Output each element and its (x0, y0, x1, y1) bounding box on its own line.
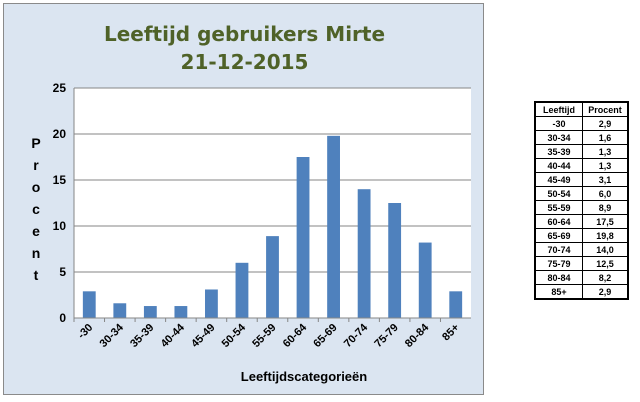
x-tick-label: 65-69 (311, 322, 339, 350)
x-tick-label: 35-39 (128, 322, 156, 350)
table-cell-procent: 17,5 (582, 214, 629, 229)
table-row: 40-44 1,3 (534, 158, 629, 173)
table-cell-procent: 3,1 (582, 172, 629, 187)
table-row: 30-34 1,6 (534, 130, 629, 145)
table-row: 65-69 19,8 (534, 228, 629, 243)
x-tick-label: 45-49 (189, 322, 217, 350)
bar-65-69 (327, 135, 340, 318)
table-cell-procent: 1,3 (582, 144, 629, 159)
y-tick-label: 5 (59, 265, 66, 279)
x-axis-label: Leeftijdscategorieën (240, 369, 368, 384)
table-cell-leeftijd: 70-74 (534, 242, 583, 257)
table-row: 80-84 8,2 (534, 270, 629, 285)
table-cell-procent: 19,8 (582, 228, 629, 243)
chart-subtitle: 21-12-2015 (180, 50, 309, 74)
bar-75-79 (388, 203, 402, 318)
bar-55-59 (266, 236, 279, 318)
table-header-procent: Procent (582, 101, 629, 117)
x-tick-label: 55-59 (250, 322, 278, 350)
bar-30-34 (113, 303, 127, 318)
bar-85+ (449, 291, 463, 318)
bar-50-54 (235, 262, 249, 318)
table-cell-procent: 12,5 (582, 256, 629, 271)
chart-panel: 0 5 10 15 20 25 -30 30-34 35-39 40-44 45-49 50-54 55… (3, 3, 484, 395)
table-cell-procent: 1,6 (582, 130, 629, 145)
bar-35-39 (143, 306, 157, 318)
bar-70-74 (357, 189, 371, 318)
table-cell-procent: 14,0 (582, 242, 629, 257)
y-tick-label: 25 (53, 81, 67, 95)
x-tick-label: 80-84 (403, 321, 432, 350)
bar-80-84 (418, 242, 432, 318)
table-row: 45-49 3,1 (534, 172, 629, 187)
y-tick-label: 10 (53, 219, 67, 233)
x-tick-label: 60-64 (281, 321, 310, 350)
table-cell-leeftijd: -30 (534, 116, 583, 131)
chart-title: Leeftijd gebruikers Mirte (103, 22, 386, 46)
table-row: 70-74 14,0 (534, 242, 629, 257)
table-row: 50-54 6,0 (534, 186, 629, 201)
table-cell-leeftijd: 85+ (534, 284, 583, 300)
x-tick-label: -30 (76, 322, 96, 342)
y-tick-label: 15 (53, 173, 67, 187)
table-cell-leeftijd: 60-64 (534, 214, 583, 229)
table-cell-leeftijd: 35-39 (534, 144, 583, 159)
x-tick-label: 30-34 (98, 321, 127, 350)
data-table: Leeftijd Procent -30 2,9 30-34 1,6 35-39 1,3 4… (534, 101, 629, 300)
table-row: 75-79 12,5 (534, 256, 629, 271)
table-cell-procent: 6,0 (582, 186, 629, 201)
x-tick-label: 70-74 (342, 321, 371, 350)
table-header-row: Leeftijd Procent (534, 101, 629, 117)
table-row: -30 2,9 (534, 116, 629, 131)
table-cell-procent: 2,9 (582, 284, 629, 300)
y-tick-label: 0 (59, 311, 66, 325)
table-cell-leeftijd: 50-54 (534, 186, 583, 201)
table-cell-leeftijd: 30-34 (534, 130, 583, 145)
bar-60-64 (296, 157, 310, 318)
bar-40-44 (174, 306, 188, 318)
y-tick-label: 20 (53, 127, 67, 141)
bar--30 (82, 291, 96, 318)
table-header-leeftijd: Leeftijd (534, 101, 583, 117)
table-cell-leeftijd: 55-59 (534, 200, 583, 215)
x-tick-label: 75-79 (372, 322, 400, 350)
table-row: 35-39 1,3 (534, 144, 629, 159)
table-row: 85+ 2,9 (534, 284, 629, 300)
x-tick-label: 50-54 (220, 321, 249, 350)
table-cell-leeftijd: 75-79 (534, 256, 583, 271)
table-cell-procent: 2,9 (582, 116, 629, 131)
table-row: 55-59 8,9 (534, 200, 629, 215)
table-cell-procent: 8,9 (582, 200, 629, 215)
table-cell-leeftijd: 45-49 (534, 172, 583, 187)
table-cell-procent: 8,2 (582, 270, 629, 285)
table-cell-leeftijd: 40-44 (534, 158, 583, 173)
table-cell-procent: 1,3 (582, 158, 629, 173)
bar-chart: 0 5 10 15 20 25 -30 30-34 35-39 40-44 45-49 50-54 55… (53, 81, 471, 350)
x-tick-label: 85+ (440, 322, 462, 344)
x-tick-label: 40-44 (159, 321, 188, 350)
table-row: 60-64 17,5 (534, 214, 629, 229)
table-cell-leeftijd: 65-69 (534, 228, 583, 243)
table-body: -30 2,9 30-34 1,6 35-39 1,3 40-44 1,3 45-49 3,1 50… (534, 116, 629, 300)
table-cell-leeftijd: 80-84 (534, 270, 583, 285)
bar-45-49 (205, 289, 218, 318)
